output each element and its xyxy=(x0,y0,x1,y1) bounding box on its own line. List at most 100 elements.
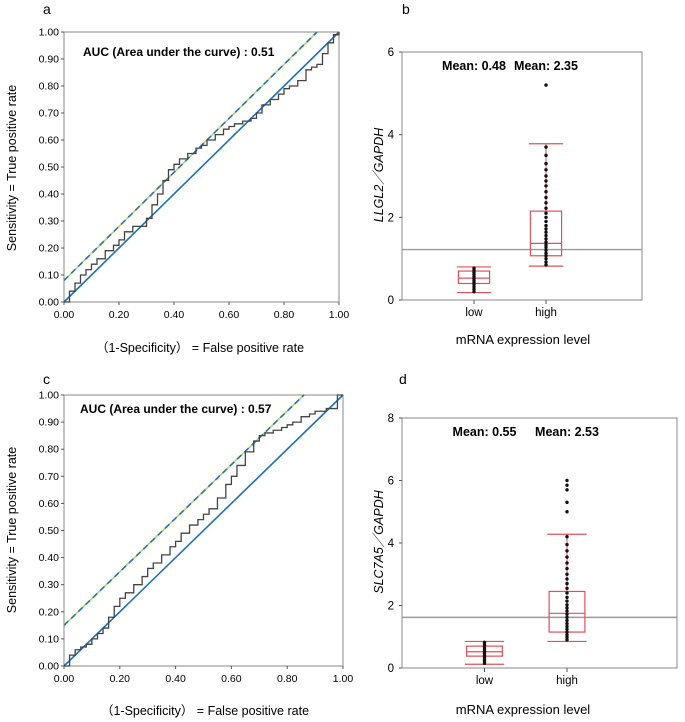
panel-b-point-high xyxy=(544,168,548,172)
panel-d-ytick-label: 2 xyxy=(388,601,394,613)
panel-d-point-high xyxy=(565,488,569,492)
panel-a-ytick-label: 0.60 xyxy=(39,135,60,147)
panel-d-plot-frame xyxy=(401,417,678,669)
panel-c-xlabel: （1-Specificity） = False positive rate xyxy=(101,704,309,718)
panel-c-xtick-label: 0.80 xyxy=(277,673,298,685)
panel-b-ytick-label: 0 xyxy=(388,295,394,307)
panel-c-ytick-label: 0.30 xyxy=(39,579,60,591)
panel-b-point-high xyxy=(544,233,548,238)
panel-b-xlabel: mRNA expression level xyxy=(456,332,590,347)
panel-d-point-high xyxy=(565,591,569,595)
panel-d-point-high xyxy=(565,621,569,626)
panel-a-ytick-label: 0.70 xyxy=(39,108,60,120)
panel-d-letter: d xyxy=(399,371,407,387)
panel-b-point-high xyxy=(544,153,548,158)
panel-d-xtick-label-low: low xyxy=(476,675,494,687)
panel-b-xtick-label-low: low xyxy=(465,307,483,319)
panel-d-point-high xyxy=(565,500,569,505)
panel-c-ytick-label: 0.10 xyxy=(39,633,60,645)
panel-a-xtick-label: 0.20 xyxy=(109,309,130,321)
panel-a-ytick-label: 0.50 xyxy=(39,162,60,174)
panel-b-point-high xyxy=(544,174,548,178)
panel-c-reference-line xyxy=(63,394,344,667)
panel-b-point-high xyxy=(544,260,548,264)
panel-d-point-high xyxy=(565,638,569,642)
panel-b-point-high xyxy=(544,263,548,267)
panel-a-xtick-label: 0.00 xyxy=(54,309,75,321)
panel-b-point-high xyxy=(544,215,548,220)
panel-b-point-high xyxy=(544,195,548,200)
panel-b-ytick-label: 6 xyxy=(388,47,394,59)
panel-b-plot-frame xyxy=(401,51,643,301)
panel-b-point-low xyxy=(472,290,476,294)
panel-d-point-high xyxy=(565,535,569,539)
panel-b-point-low xyxy=(472,285,476,289)
panel-b-point-high xyxy=(544,179,548,183)
panel-d-point-high xyxy=(565,566,569,571)
panel-b-point-high xyxy=(544,254,548,258)
panel-b-point-high xyxy=(544,245,548,250)
panel-d-box-chart: d SLC7A5／GAPDH mRNA expression level 0 2 4… xyxy=(372,371,678,717)
panel-d-point-low xyxy=(482,640,487,645)
panel-c-xtick-label: 0.40 xyxy=(165,673,186,685)
panel-b-point-low xyxy=(472,266,476,270)
panel-d-xtick-label-high: high xyxy=(556,675,578,687)
panel-a-ytick-label: 0.20 xyxy=(39,243,60,255)
panel-d-ytick-label: 6 xyxy=(388,476,394,488)
panel-b-mean-label-low: Mean: 0.48 xyxy=(442,59,506,73)
panel-a-roc-curve xyxy=(64,32,340,303)
panel-b-point-high xyxy=(544,227,548,231)
panel-b-point-high xyxy=(544,201,548,205)
panel-c-letter: c xyxy=(43,371,50,387)
panel-d-ytick-label: 0 xyxy=(388,663,394,675)
panel-d-point-high xyxy=(565,586,569,591)
panel-d-point-high xyxy=(565,572,569,576)
panel-d-point-high xyxy=(565,624,569,629)
panel-a-roc-chart: a Sensitivity = True positive rate （1-Sp… xyxy=(5,1,349,355)
panel-d-point-high xyxy=(565,603,569,607)
panel-c-ytick-label: 0.60 xyxy=(39,498,60,510)
panel-c-upper-bound-dashes xyxy=(63,394,305,626)
panel-d-ylabel: SLC7A5／GAPDH xyxy=(372,489,386,593)
panel-c-ytick-label: 1.00 xyxy=(39,390,60,402)
panel-d-mean-label-low: Mean: 0.55 xyxy=(453,425,517,439)
panel-d-point-high xyxy=(565,595,569,600)
panel-a-letter: a xyxy=(43,1,51,17)
panel-d-point-high xyxy=(565,510,569,514)
panel-c-ylabel: Sensitivity = True positive rate xyxy=(5,447,19,613)
panel-c-xtick-label: 1.00 xyxy=(333,673,354,685)
panel-b-letter: b xyxy=(402,1,410,17)
panel-d-ytick-label: 8 xyxy=(388,413,394,425)
panel-c-roc-curve xyxy=(64,394,343,667)
panel-a-xtick-label: 0.80 xyxy=(274,309,295,321)
panel-c-xtick-label: 0.60 xyxy=(221,673,242,685)
panel-b-xtick-label-high: high xyxy=(535,307,557,319)
panel-d-point-high xyxy=(565,627,569,631)
panel-c-ytick-label: 0.80 xyxy=(39,444,60,456)
panel-a-ytick-label: 0.40 xyxy=(39,189,60,201)
panel-b-point-high xyxy=(544,248,548,253)
panel-d-point-high xyxy=(565,483,569,487)
panel-d-point-high xyxy=(565,577,569,581)
panel-a-ytick-label: 0.00 xyxy=(39,297,60,309)
panel-d-ytick-label: 4 xyxy=(388,538,395,550)
panel-d-point-high xyxy=(565,630,569,634)
panel-a-ytick-label: 0.10 xyxy=(39,270,60,282)
panel-b-ylabel: LLGL2／GAPDH xyxy=(372,127,386,222)
panel-d-point-high xyxy=(565,615,569,620)
panel-b-point-high xyxy=(544,206,548,210)
panel-b-point-high xyxy=(544,145,548,149)
panel-a-xtick-label: 1.00 xyxy=(329,309,350,321)
panel-b-point-high xyxy=(544,243,548,247)
panel-d-point-high xyxy=(565,618,569,623)
panel-a-xtick-label: 0.40 xyxy=(164,309,185,321)
panel-b-point-high xyxy=(544,256,548,261)
panel-c-ytick-label: 0.20 xyxy=(39,606,60,618)
panel-a-auc-annotation: AUC (Area under the curve) : 0.51 xyxy=(83,45,275,59)
panel-a-upper-bound-dashes xyxy=(63,31,318,281)
panel-c-xtick-label: 0.20 xyxy=(110,673,131,685)
panel-b-point-high xyxy=(544,219,548,224)
panel-a-reference-line xyxy=(63,31,340,303)
panel-d-point-high xyxy=(565,581,569,586)
